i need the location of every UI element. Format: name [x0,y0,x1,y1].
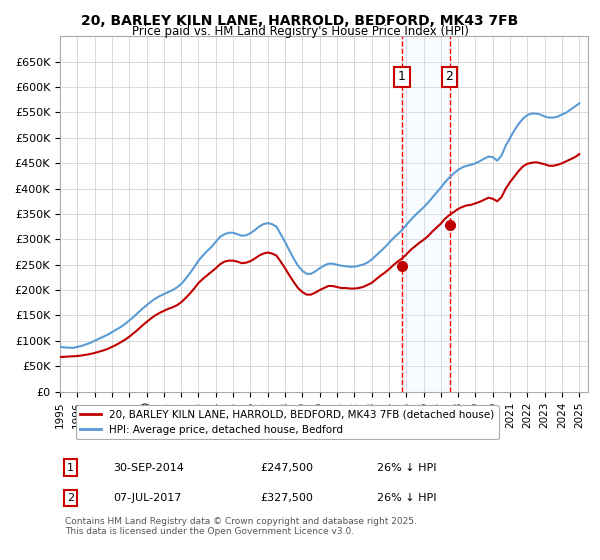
Text: 1: 1 [67,463,74,473]
Text: £247,500: £247,500 [260,463,314,473]
Legend: 20, BARLEY KILN LANE, HARROLD, BEDFORD, MK43 7FB (detached house), HPI: Average : 20, BARLEY KILN LANE, HARROLD, BEDFORD, … [76,405,499,438]
Text: £327,500: £327,500 [260,493,314,503]
Text: Price paid vs. HM Land Registry's House Price Index (HPI): Price paid vs. HM Land Registry's House … [131,25,469,38]
Text: 26% ↓ HPI: 26% ↓ HPI [377,493,436,503]
Text: 07-JUL-2017: 07-JUL-2017 [113,493,181,503]
Text: 1: 1 [398,71,406,83]
Bar [402,36,449,391]
Text: 26% ↓ HPI: 26% ↓ HPI [377,463,436,473]
Text: 30-SEP-2014: 30-SEP-2014 [113,463,184,473]
Text: 20, BARLEY KILN LANE, HARROLD, BEDFORD, MK43 7FB: 20, BARLEY KILN LANE, HARROLD, BEDFORD, … [82,14,518,28]
Text: 2: 2 [67,493,74,503]
Text: Contains HM Land Registry data © Crown copyright and database right 2025.
This d: Contains HM Land Registry data © Crown c… [65,517,417,536]
Text: 2: 2 [446,71,454,83]
